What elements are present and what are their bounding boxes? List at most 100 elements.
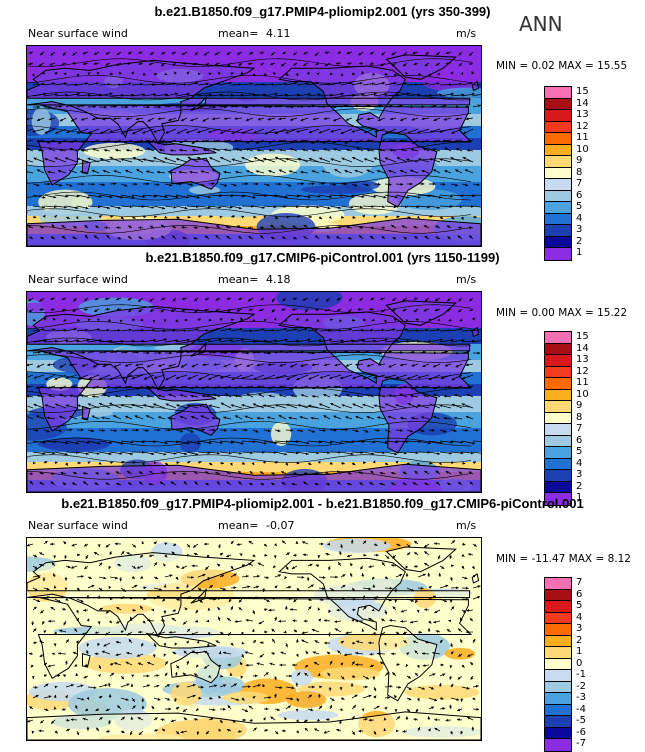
colorbar-swatch bbox=[545, 601, 571, 613]
colorbar-tick-label: 6 bbox=[576, 435, 582, 446]
panel-3-map bbox=[26, 537, 482, 741]
colorbar-tick-label: 5 bbox=[576, 600, 582, 611]
colorbar-swatch bbox=[545, 87, 571, 99]
colorbar-tick-label: 15 bbox=[576, 86, 589, 97]
colorbar-swatch bbox=[545, 659, 571, 671]
panel-2-map bbox=[26, 291, 482, 493]
colorbar-tick-label: -7 bbox=[576, 738, 586, 749]
colorbar-swatch bbox=[545, 693, 571, 705]
colorbar-swatch bbox=[545, 122, 571, 134]
colorbar-tick-label: 8 bbox=[576, 167, 582, 178]
colorbar-tick-label: 15 bbox=[576, 331, 589, 342]
colorbar-tick-label: 9 bbox=[576, 155, 582, 166]
colorbar-swatch bbox=[545, 344, 571, 356]
colorbar-swatch bbox=[545, 624, 571, 636]
colorbar-swatch bbox=[545, 202, 571, 214]
colorbar-tick-label: 11 bbox=[576, 377, 589, 388]
panel-2-variable: Near surface wind bbox=[28, 273, 128, 286]
colorbar-swatch bbox=[545, 110, 571, 122]
colorbar-tick-label: 1 bbox=[576, 646, 582, 657]
colorbar-swatch bbox=[545, 647, 571, 659]
colorbar-swatch bbox=[545, 355, 571, 367]
colorbar-tick-label: -6 bbox=[576, 727, 586, 738]
colorbar-tick-label: 0 bbox=[576, 658, 582, 669]
colorbar-swatch bbox=[545, 670, 571, 682]
colorbar-tick-label: 7 bbox=[576, 423, 582, 434]
colorbar-tick-label: -4 bbox=[576, 704, 586, 715]
colorbar-swatch bbox=[545, 728, 571, 740]
colorbar-tick-label: 11 bbox=[576, 132, 589, 143]
colorbar-tick-label: 2 bbox=[576, 481, 582, 492]
colorbar-swatch bbox=[545, 459, 571, 471]
colorbar-tick-label: 12 bbox=[576, 121, 589, 132]
panel-3-mean-value: -0.07 bbox=[266, 519, 294, 532]
panel-3-units: m/s bbox=[456, 519, 476, 532]
colorbar-swatch bbox=[545, 705, 571, 717]
colorbar-tick-label: 3 bbox=[576, 224, 582, 235]
colorbar-tick-label: 9 bbox=[576, 400, 582, 411]
colorbar-tick-label: 6 bbox=[576, 190, 582, 201]
colorbar-swatch bbox=[545, 378, 571, 390]
panel-1-map bbox=[26, 45, 482, 247]
panel-1-colorbar bbox=[544, 86, 572, 261]
colorbar-tick-label: -3 bbox=[576, 692, 586, 703]
colorbar-swatch bbox=[545, 225, 571, 237]
panel-3-colorbar bbox=[544, 577, 572, 752]
colorbar-tick-label: 7 bbox=[576, 178, 582, 189]
colorbar-swatch bbox=[545, 482, 571, 494]
colorbar-tick-label: 14 bbox=[576, 343, 589, 354]
colorbar-swatch bbox=[545, 436, 571, 448]
colorbar-tick-label: 8 bbox=[576, 412, 582, 423]
panel-1-minmax: MIN = 0.02 MAX = 15.55 bbox=[496, 60, 627, 72]
colorbar-swatch bbox=[545, 424, 571, 436]
panel-3-minmax: MIN = -11.47 MAX = 8.12 bbox=[496, 553, 631, 565]
colorbar-tick-label: 3 bbox=[576, 469, 582, 480]
colorbar-tick-label: 5 bbox=[576, 446, 582, 457]
colorbar-swatch bbox=[545, 682, 571, 694]
colorbar-tick-label: 12 bbox=[576, 366, 589, 377]
colorbar-tick-label: -1 bbox=[576, 669, 586, 680]
colorbar-tick-label: -2 bbox=[576, 681, 586, 692]
colorbar-tick-label: -5 bbox=[576, 715, 586, 726]
panel-2-minmax: MIN = 0.00 MAX = 15.22 bbox=[496, 307, 627, 319]
panel-3-variable: Near surface wind bbox=[28, 519, 128, 532]
colorbar-swatch bbox=[545, 636, 571, 648]
colorbar-swatch bbox=[545, 99, 571, 111]
colorbar-swatch bbox=[545, 401, 571, 413]
panel-1-mean-value: 4.11 bbox=[266, 27, 291, 40]
panel-1-title: b.e21.B1850.f09_g17.PMIP4-pliomip2.001 (… bbox=[0, 4, 645, 19]
colorbar-swatch bbox=[545, 191, 571, 203]
panel-2-units: m/s bbox=[456, 273, 476, 286]
colorbar-tick-label: 4 bbox=[576, 458, 582, 469]
colorbar-swatch bbox=[545, 590, 571, 602]
panel-1-mean-label: mean= bbox=[218, 27, 258, 40]
colorbar-swatch bbox=[545, 179, 571, 191]
colorbar-tick-label: 2 bbox=[576, 236, 582, 247]
colorbar-tick-label: 13 bbox=[576, 354, 589, 365]
colorbar-tick-label: 7 bbox=[576, 577, 582, 588]
colorbar-swatch bbox=[545, 214, 571, 226]
colorbar-tick-label: 10 bbox=[576, 389, 589, 400]
colorbar-tick-label: 3 bbox=[576, 623, 582, 634]
colorbar-swatch bbox=[545, 332, 571, 344]
colorbar-swatch bbox=[545, 133, 571, 145]
colorbar-swatch bbox=[545, 367, 571, 379]
colorbar-tick-label: 6 bbox=[576, 589, 582, 600]
panel-1-variable: Near surface wind bbox=[28, 27, 128, 40]
panel-2-map-svg bbox=[27, 292, 481, 492]
colorbar-tick-label: 4 bbox=[576, 612, 582, 623]
panel-2-mean-label: mean= bbox=[218, 273, 258, 286]
colorbar-swatch bbox=[545, 578, 571, 590]
colorbar-tick-label: 14 bbox=[576, 98, 589, 109]
colorbar-tick-label: 4 bbox=[576, 213, 582, 224]
panel-1-map-svg bbox=[27, 46, 481, 246]
colorbar-swatch bbox=[545, 413, 571, 425]
panel-2-mean-value: 4.18 bbox=[266, 273, 291, 286]
colorbar-swatch bbox=[545, 716, 571, 728]
panel-3-title: b.e21.B1850.f09_g17.PMIP4-pliomip2.001 -… bbox=[0, 496, 645, 511]
colorbar-swatch bbox=[545, 168, 571, 180]
panel-2-colorbar bbox=[544, 331, 572, 506]
colorbar-tick-label: 13 bbox=[576, 109, 589, 120]
colorbar-swatch bbox=[545, 390, 571, 402]
panel-3-mean-label: mean= bbox=[218, 519, 258, 532]
